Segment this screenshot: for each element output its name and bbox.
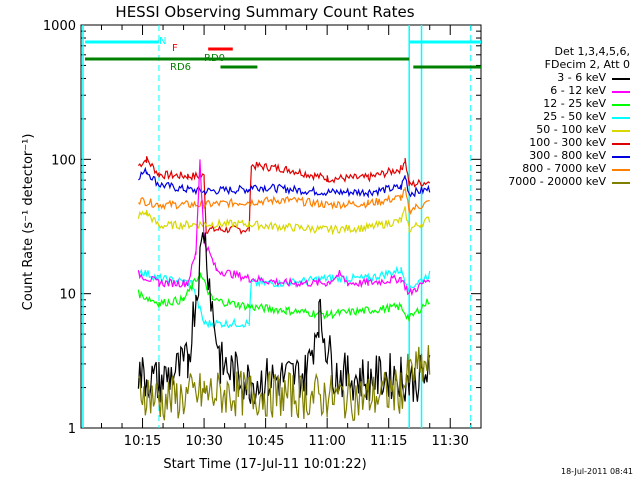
- legend-swatch: [612, 169, 630, 171]
- series-line: [138, 166, 431, 199]
- legend-swatch: [612, 104, 630, 106]
- plot-area: 1 10 100 1000 10:15 10:30 10:45 11:00 11:15 11:30…: [43, 19, 482, 449]
- series-line: [137, 187, 430, 216]
- y-tick-label: 100: [51, 153, 76, 168]
- plot-frame: [80, 24, 482, 429]
- y-tick-label: 1: [68, 422, 76, 437]
- series-line: [137, 232, 431, 405]
- legend-swatch: [612, 91, 630, 93]
- x-tick-label: 10:30: [185, 434, 222, 449]
- legend-swatch: [612, 182, 630, 184]
- flag-label-rd0: RD0: [204, 53, 225, 64]
- legend-entry-label: 100 - 300 keV: [529, 136, 606, 149]
- legend-entry-label: 3 - 6 keV: [557, 71, 606, 84]
- legend-entry-label: 300 - 800 keV: [529, 149, 606, 162]
- flag-label-n: N: [159, 36, 166, 47]
- legend-entry-label: 800 - 7000 keV: [522, 162, 606, 175]
- x-tick-label: 10:15: [124, 434, 161, 449]
- legend-entry-label: 7000 - 20000 keV: [508, 175, 606, 188]
- legend-entry-label: 25 - 50 keV: [543, 110, 606, 123]
- y-tick-label: 1000: [43, 19, 76, 34]
- legend-entry-label: 50 - 100 keV: [536, 123, 606, 136]
- series-line: [137, 272, 430, 322]
- legend-entry-label: 12 - 25 keV: [543, 97, 606, 110]
- flag-label-f: F: [172, 43, 178, 54]
- y-axis-label: Count Rate (s⁻¹ detector⁻¹): [21, 134, 36, 311]
- series-line: [137, 206, 431, 236]
- x-axis-label: Start Time (17-Jul-11 10:01:22): [163, 457, 366, 472]
- series-line: [138, 345, 431, 422]
- timestamp: 18-Jul-2011 08:41: [561, 467, 633, 476]
- y-tick-label: 10: [59, 288, 76, 303]
- chart-title: HESSI Observing Summary Count Rates: [115, 3, 414, 21]
- legend-swatch: [612, 143, 630, 145]
- series-line: [137, 156, 431, 235]
- x-tick-label: 11:30: [431, 434, 468, 449]
- series-line: [137, 159, 431, 297]
- legend-swatch: [612, 78, 630, 80]
- x-tick-label: 11:15: [370, 434, 407, 449]
- legend-entry-label: 6 - 12 keV: [550, 84, 606, 97]
- legend-swatch: [612, 117, 630, 119]
- legend-swatch: [612, 156, 630, 158]
- x-tick-label: 11:00: [308, 434, 345, 449]
- legend-header-line: Det 1,3,4,5,6,: [554, 45, 630, 58]
- legend-header-line: FDecim 2, Att 0: [544, 58, 630, 71]
- x-tick-label: 10:45: [247, 434, 284, 449]
- flag-label-rd6: RD6: [170, 62, 191, 73]
- legend-swatch: [612, 130, 630, 132]
